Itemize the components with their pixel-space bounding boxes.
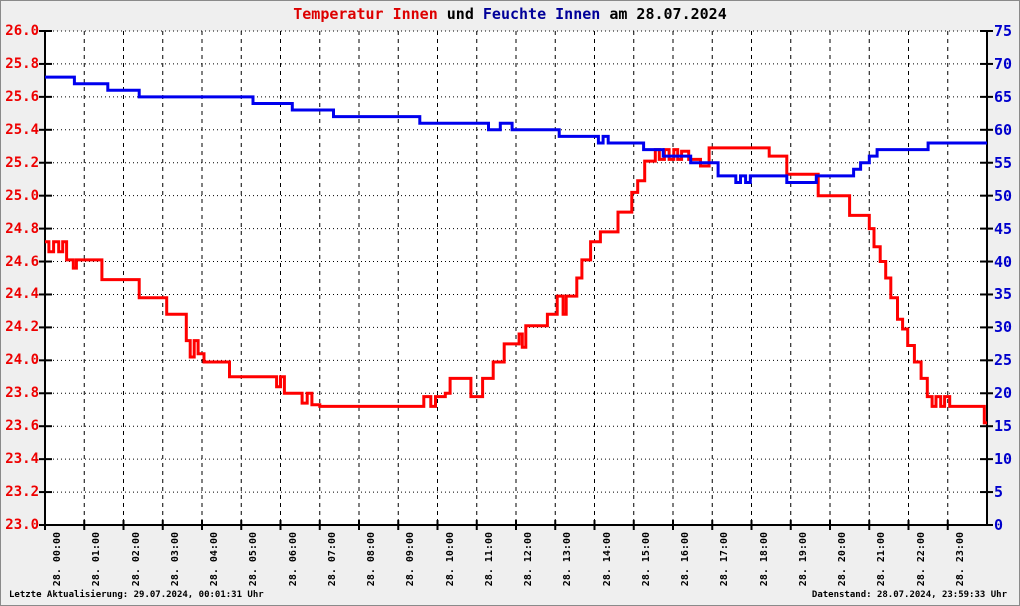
x-tick-label: 28. 21:00 [876,532,888,587]
y-left-tick-label: 23.2 [5,484,39,501]
x-tick-label: 28. 09:00 [405,532,417,587]
y-left-tick-label: 24.2 [5,319,39,336]
y-left-tick-label: 24.8 [5,220,39,237]
chart-title-date: am 28.07.2024 [600,5,727,23]
x-tick-label: 28. 05:00 [248,532,260,587]
y-left-tick-label: 25.2 [5,154,39,171]
x-tick-label: 28. 10:00 [444,532,456,587]
x-tick-label: 28. 17:00 [719,532,731,587]
y-left-tick-label: 25.4 [5,121,39,138]
y-left-tick-label: 25.8 [5,55,39,72]
x-tick-label: 28. 02:00 [130,532,142,587]
y-left-tick-label: 25.6 [5,88,39,105]
y-left-tick-label: 23.0 [5,517,39,533]
x-tick-label: 28. 20:00 [837,532,848,587]
x-tick-label: 28. 06:00 [287,532,299,587]
x-tick-label: 28. 18:00 [758,532,770,587]
x-tick-label: 28. 11:00 [483,532,495,587]
chart-title-temperature: Temperatur Innen [293,5,438,23]
y-right-tick-label: 55 [994,153,1013,172]
x-tick-label: 28. 07:00 [326,532,338,587]
y-left-tick-label: 24.6 [5,253,39,270]
temperature-line [45,146,987,425]
x-tick-label: 28. 14:00 [601,532,613,587]
y-left-tick-label: 23.4 [5,451,39,468]
y-right-tick-label: 10 [994,450,1013,469]
y-right-tick-label: 65 [994,87,1013,106]
x-tick-label: 28. 22:00 [915,532,927,587]
y-right-tick-label: 40 [994,252,1013,271]
y-left-tick-label: 24.4 [5,286,39,303]
y-right-tick-label: 20 [994,384,1013,403]
y-right-tick-label: 5 [994,483,1004,502]
y-right-tick-label: 15 [994,417,1013,436]
y-right-tick-label: 45 [994,219,1013,238]
x-tick-label: 28. 00:00 [52,532,63,587]
x-tick-label: 28. 13:00 [562,532,574,587]
x-tick-label: 28. 01:00 [91,532,103,587]
x-tick-label: 28. 19:00 [797,532,809,587]
data-state-text: Datenstand: 28.07.2024, 23:59:33 Uhr [811,590,1007,600]
x-tick-label: 28. 04:00 [209,532,220,587]
y-left-tick-label: 26.0 [5,23,39,39]
x-tick-label: 28. 16:00 [680,532,691,587]
y-left-tick-label: 23.8 [5,385,39,402]
humidity-line [45,75,987,184]
chart-title-and: und [437,5,483,23]
x-tick-label: 28. 08:00 [366,532,377,587]
y-right-tick-label: 0 [994,516,1004,534]
y-right-tick-label: 75 [994,22,1013,40]
y-right-tick-label: 60 [994,120,1013,139]
y-right-tick-label: 50 [994,186,1013,205]
x-tick-label: 28. 23:00 [954,532,966,587]
y-right-tick-label: 35 [994,285,1013,304]
y-right-tick-label: 25 [994,351,1013,370]
y-right-tick-label: 30 [994,318,1013,337]
x-tick-label: 28. 15:00 [640,532,652,587]
chart-title: Temperatur Innen und Feuchte Innen am 28… [1,5,1019,23]
chart-title-humidity: Feuchte Innen [482,5,601,23]
x-tick-label: 28. 12:00 [523,532,534,587]
last-update-text: Letzte Aktualisierung: 29.07.2024, 00:01… [9,590,264,600]
y-right-tick-label: 70 [994,54,1013,73]
y-left-tick-label: 24.0 [5,352,39,369]
y-left-tick-label: 25.0 [5,187,39,204]
x-tick-label: 28. 03:00 [169,532,181,587]
y-left-tick-label: 23.6 [5,418,39,435]
